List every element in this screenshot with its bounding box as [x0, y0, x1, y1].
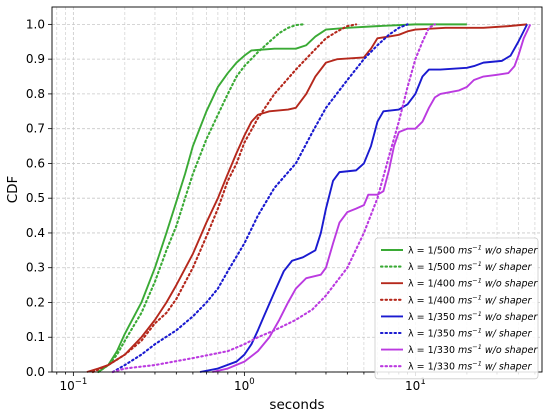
- series-line-3: [86, 23, 528, 373]
- y-tick-label: 0.2: [26, 295, 45, 309]
- legend-label-1: λ = 1/500 ms−1 w/o shaper: [408, 244, 538, 257]
- y-tick-label: 0.6: [26, 156, 45, 170]
- y-tick-label: 0.0: [26, 365, 45, 379]
- series-line-4: [91, 23, 358, 374]
- y-tick-label: 1.0: [26, 17, 45, 31]
- y-tick-label: 0.8: [26, 87, 45, 101]
- series-line-7: [212, 23, 532, 373]
- y-tick-label: 0.4: [26, 226, 45, 240]
- series-line-1: [97, 23, 467, 373]
- series-line-8: [111, 23, 436, 374]
- legend-label-3: λ = 1/400 ms−1 w/o shaper: [408, 277, 538, 290]
- legend-label-5: λ = 1/350 ms−1 w/o shaper: [408, 310, 538, 323]
- legend-label-8: λ = 1/330 ms−1 w/ shaper: [408, 360, 533, 373]
- x-tick-label: 10−1: [59, 377, 87, 393]
- series-line-6: [111, 23, 409, 374]
- y-axis-label: CDF: [5, 176, 21, 204]
- legend-label-4: λ = 1/400 ms−1 w/ shaper: [408, 293, 533, 306]
- legend-label-2: λ = 1/500 ms−1 w/ shaper: [408, 260, 533, 273]
- legend-label-7: λ = 1/330 ms−1 w/o shaper: [408, 343, 538, 356]
- grid-lines: [52, 7, 542, 373]
- plot-frame: [51, 6, 543, 373]
- legend: λ = 1/500 ms−1 w/o shaper λ = 1/500 ms−1 …: [374, 237, 539, 380]
- axis-ticks: 0.0 0.1 0.2 0.3 0.4 0.5 0.6 0.7 0.8 0.9 1.0 10−1 100…: [26, 17, 536, 393]
- y-tick-label: 0.3: [26, 261, 45, 275]
- y-tick-label: 0.9: [26, 52, 45, 66]
- legend-box: [374, 237, 539, 380]
- x-tick-label: 101: [405, 377, 426, 393]
- y-tick-label: 0.5: [26, 191, 45, 205]
- y-tick-label: 0.1: [26, 330, 45, 344]
- series-line-5: [199, 23, 528, 373]
- y-tick-label: 0.7: [26, 122, 45, 136]
- x-axis-label: seconds: [269, 397, 324, 413]
- series-lines: [86, 23, 532, 374]
- legend-label-6: λ = 1/350 ms−1 w/ shaper: [408, 327, 533, 340]
- x-tick-label: 100: [234, 377, 255, 393]
